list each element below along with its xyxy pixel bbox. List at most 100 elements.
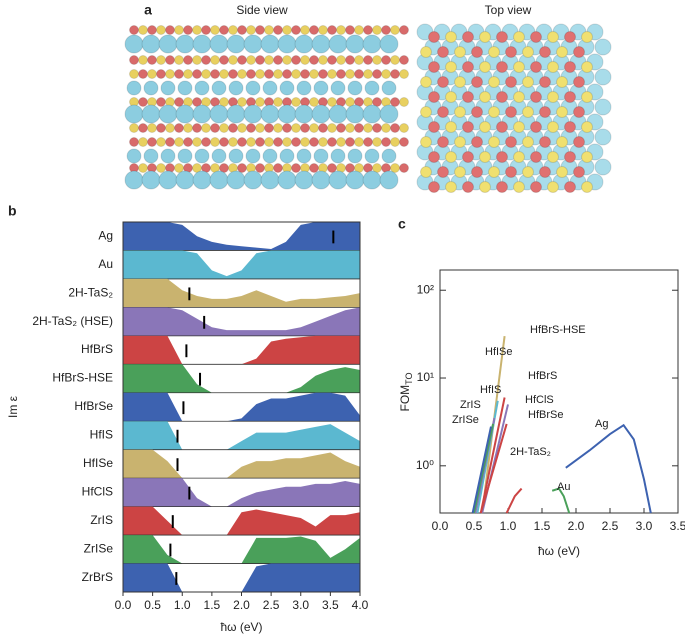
atom — [327, 123, 337, 133]
atom — [279, 148, 295, 164]
atom — [488, 106, 500, 118]
atom — [192, 170, 212, 190]
atom — [300, 55, 310, 65]
atom — [345, 34, 365, 54]
atom — [381, 123, 391, 133]
atom — [390, 55, 400, 65]
atom — [126, 80, 142, 96]
atom — [174, 123, 184, 133]
atom — [183, 137, 193, 147]
atom — [573, 76, 585, 88]
atom — [318, 25, 328, 35]
atom — [573, 136, 585, 148]
atom — [471, 46, 483, 58]
atom — [311, 170, 331, 190]
atom — [210, 137, 220, 147]
atom — [291, 55, 301, 65]
y-tick-label: 10² — [417, 282, 434, 296]
atom — [522, 166, 534, 178]
atom — [228, 80, 244, 96]
atom — [513, 61, 525, 73]
atom — [255, 25, 265, 35]
x-tick-label: 2.0 — [568, 519, 585, 533]
atom — [479, 121, 491, 133]
atom — [479, 181, 491, 193]
atom — [539, 46, 551, 58]
x-tick-label: 2.5 — [602, 519, 619, 533]
atom — [327, 25, 337, 35]
atom — [124, 104, 144, 124]
atom — [165, 25, 175, 35]
atom — [226, 104, 246, 124]
atom — [201, 55, 211, 65]
atom — [573, 46, 585, 58]
x-tick-label: 1.0 — [500, 519, 517, 533]
x-tick-label: 1.5 — [204, 598, 221, 612]
atom — [445, 61, 457, 73]
atom — [174, 69, 184, 79]
atom — [300, 137, 310, 147]
atom — [255, 163, 265, 173]
atom — [309, 69, 319, 79]
atom — [129, 55, 139, 65]
atom — [390, 137, 400, 147]
atom — [530, 31, 542, 43]
atom — [246, 55, 256, 65]
atom — [174, 137, 184, 147]
fom-line — [471, 426, 492, 514]
x-tick-label: 1.0 — [174, 598, 191, 612]
atom — [147, 137, 157, 147]
atom — [336, 69, 346, 79]
atom — [505, 166, 517, 178]
atom — [547, 31, 559, 43]
atom — [347, 80, 363, 96]
atom — [454, 76, 466, 88]
atom — [372, 25, 382, 35]
atom — [219, 69, 229, 79]
atom — [437, 136, 449, 148]
atom — [291, 137, 301, 147]
im-eps-area — [123, 222, 360, 251]
atom — [564, 31, 576, 43]
atom — [192, 34, 212, 54]
row-label: Au — [98, 257, 113, 271]
atom — [381, 69, 391, 79]
atom — [496, 91, 508, 103]
atom — [228, 137, 238, 147]
atom — [372, 55, 382, 65]
row-label: HfBrS-HSE — [52, 371, 113, 385]
atom — [354, 69, 364, 79]
atom — [581, 31, 593, 43]
atom — [399, 25, 409, 35]
atom — [594, 158, 612, 176]
fom-line — [479, 423, 508, 514]
panel-label: c — [398, 216, 406, 232]
atom — [345, 69, 355, 79]
atom — [277, 104, 297, 124]
row-label: HfBrSe — [74, 399, 113, 413]
atom — [156, 97, 166, 107]
atom — [488, 136, 500, 148]
y-tick-label: 10¹ — [417, 370, 434, 384]
atom — [273, 137, 283, 147]
atom — [420, 166, 432, 178]
atom — [282, 123, 292, 133]
atom — [300, 25, 310, 35]
atom — [296, 80, 312, 96]
atom — [454, 106, 466, 118]
atom — [399, 69, 409, 79]
atom — [138, 55, 148, 65]
atom — [245, 80, 261, 96]
atom — [522, 106, 534, 118]
atom — [211, 148, 227, 164]
atom — [282, 69, 292, 79]
atom — [309, 55, 319, 65]
atom — [530, 61, 542, 73]
atom — [129, 123, 139, 133]
atom — [177, 148, 193, 164]
atom — [363, 137, 373, 147]
atom — [462, 91, 474, 103]
im-eps-area — [123, 478, 360, 507]
atom — [594, 128, 612, 146]
im-eps-area — [123, 449, 360, 479]
